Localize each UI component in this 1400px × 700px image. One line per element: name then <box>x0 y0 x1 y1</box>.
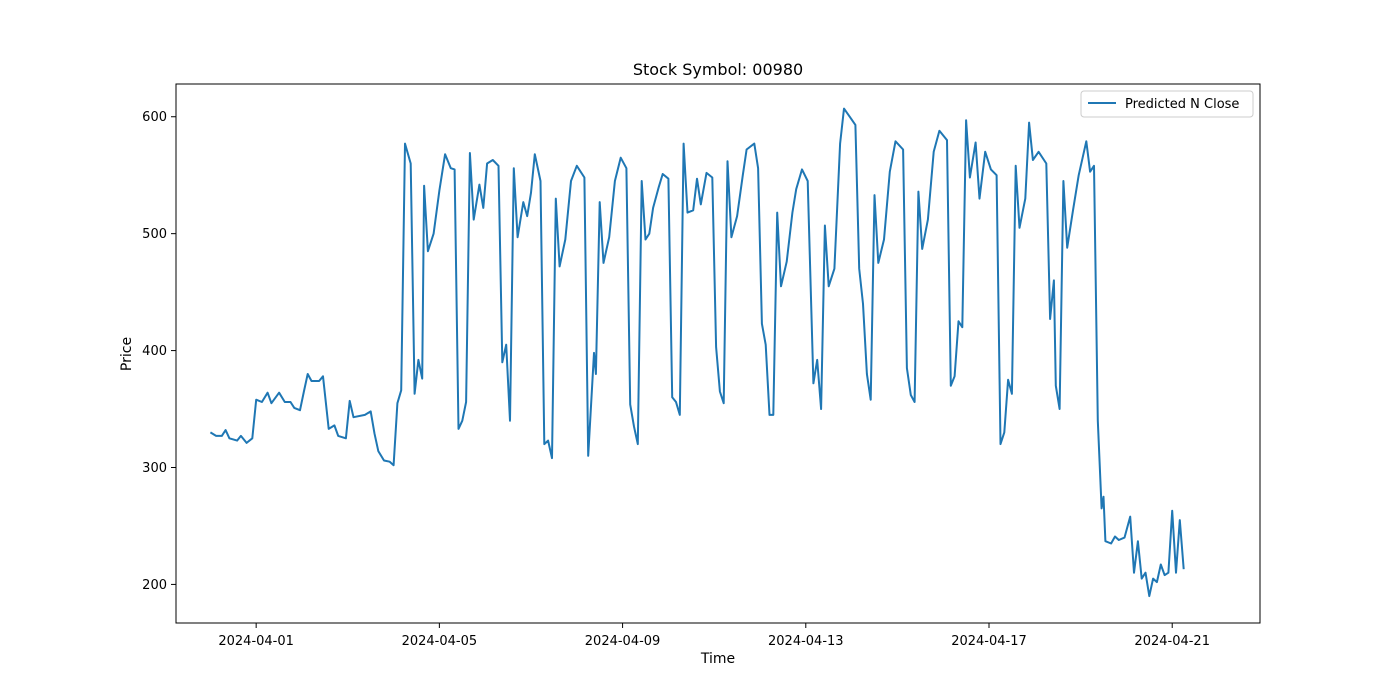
x-axis-label: Time <box>700 651 735 667</box>
y-tick-label: 400 <box>142 344 167 359</box>
series-line-predicted-n-close <box>209 107 1185 598</box>
x-tick-label: 2024-04-13 <box>768 634 844 649</box>
y-tick-label: 300 <box>142 461 167 476</box>
y-tick-label: 200 <box>142 578 167 593</box>
x-tick-label: 2024-04-01 <box>218 634 294 649</box>
x-tick-label: 2024-04-05 <box>402 634 478 649</box>
x-tick-label: 2024-04-09 <box>585 634 661 649</box>
x-axis-ticks: 2024-04-01 2024-04-05 2024-04-09 2024-04-13… <box>218 623 1210 649</box>
legend-box <box>1080 90 1254 118</box>
y-tick-label: 500 <box>142 227 167 242</box>
x-tick-label: 2024-04-17 <box>951 634 1027 649</box>
y-tick-label: 600 <box>142 110 167 125</box>
series-layer <box>209 107 1185 598</box>
chart-title: Stock Symbol: 00980 <box>633 60 803 79</box>
y-axis-ticks: 200 300 400 500 600 <box>142 110 176 593</box>
plot-frame <box>175 83 1261 624</box>
y-axis-label: Price <box>119 337 135 371</box>
x-tick-label: 2024-04-21 <box>1134 634 1210 649</box>
legend-label: Predicted N Close <box>1125 97 1239 112</box>
legend: Predicted N Close <box>1080 90 1254 118</box>
